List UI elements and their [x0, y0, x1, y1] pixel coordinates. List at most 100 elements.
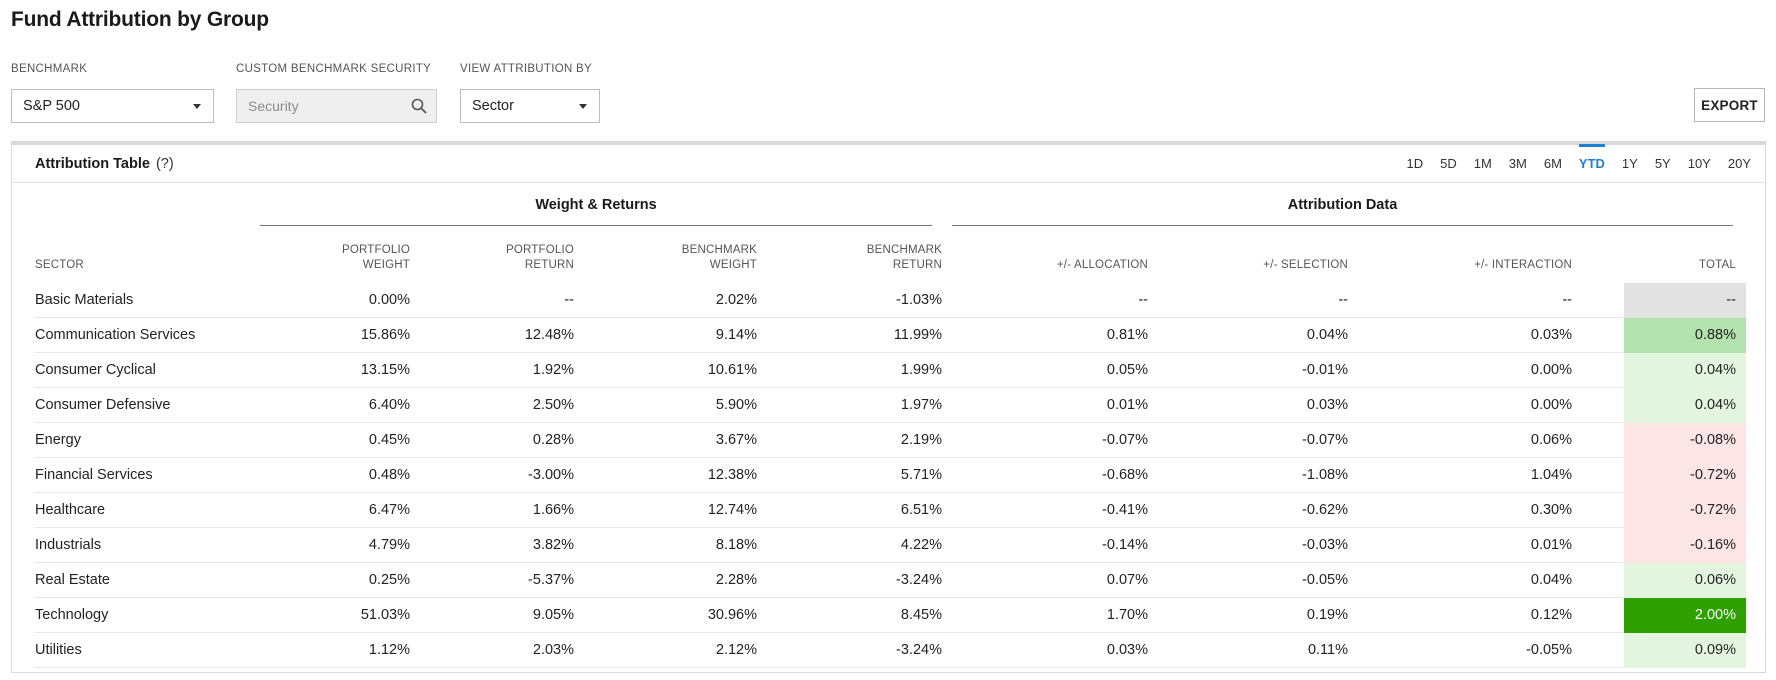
cell-benchmark-weight: 12.38% [707, 467, 757, 483]
cell-benchmark-return: -3.24% [896, 642, 942, 658]
cell-selection: -0.03% [1302, 537, 1348, 553]
period-tab-1d[interactable]: 1D [1406, 156, 1424, 171]
cell-interaction: 0.03% [1530, 327, 1572, 343]
cell-benchmark-return: 1.99% [900, 362, 942, 378]
benchmark-select-value: S&P 500 [23, 98, 80, 114]
cell-selection: -0.07% [1302, 432, 1348, 448]
group-attribution-data: Attribution Data [1287, 197, 1398, 213]
row-divider [35, 632, 1734, 633]
cell-interaction: -- [1562, 292, 1572, 308]
cell-benchmark-weight: 12.74% [707, 502, 757, 518]
custom-benchmark-label: CUSTOM BENCHMARK SECURITY [236, 63, 432, 75]
cell-portfolio-weight: 4.79% [368, 537, 410, 553]
table-row: Technology 51.03% 9.05% 30.96% 8.45% 1.70% 0.1… [12, 598, 1765, 633]
cell-benchmark-return: 11.99% [893, 327, 942, 343]
cell-portfolio-weight: 6.40% [368, 397, 410, 413]
colhead-allocation[interactable]: +/- ALLOCATION [1056, 259, 1148, 271]
cell-portfolio-return: 9.05% [532, 607, 574, 623]
cell-allocation: -0.14% [1102, 537, 1148, 553]
row-divider [35, 562, 1734, 563]
cell-interaction: -0.05% [1526, 642, 1572, 658]
cell-portfolio-weight: 0.45% [368, 432, 410, 448]
cell-allocation: 1.70% [1106, 607, 1148, 623]
cell-portfolio-weight: 15.86% [360, 327, 410, 343]
colhead-benchmark-weight[interactable]: BENCHMARK WEIGHT [681, 244, 757, 271]
period-tab-1y[interactable]: 1Y [1621, 156, 1638, 171]
period-tab-5d[interactable]: 5D [1440, 156, 1457, 171]
cell-portfolio-return: 12.48% [524, 327, 574, 343]
cell-selection: 0.11% [1307, 642, 1348, 658]
attribution-panel: Attribution Table (?) 1D 5D 1M 3M 6M YTD 1Y 5Y 1… [11, 141, 1766, 673]
period-tab-3m[interactable]: 3M [1508, 156, 1527, 171]
row-divider [35, 597, 1734, 598]
colhead-portfolio-return[interactable]: PORTFOLIO RETURN [505, 244, 574, 271]
cell-sector: Technology [35, 607, 109, 623]
table-row: Energy 0.45% 0.28% 3.67% 2.19% -0.07% -0.07% 0.… [12, 423, 1765, 458]
group-rule-weight [260, 225, 932, 226]
caret-down-icon [193, 104, 201, 109]
cell-allocation: 0.05% [1106, 362, 1148, 378]
period-tab-ytd[interactable]: YTD [1571, 144, 1613, 183]
cell-benchmark-weight: 2.12% [715, 642, 757, 658]
cell-selection: 0.19% [1306, 607, 1348, 623]
colhead-total[interactable]: TOTAL [1699, 259, 1736, 271]
period-tab-5y[interactable]: 5Y [1654, 156, 1671, 171]
cell-selection: -- [1338, 292, 1348, 308]
row-divider [35, 422, 1734, 423]
cell-sector: Consumer Defensive [35, 397, 171, 413]
cell-total: 0.09% [1624, 633, 1746, 668]
cell-portfolio-weight: 1.12% [368, 642, 410, 658]
cell-portfolio-return: 1.66% [532, 502, 574, 518]
cell-benchmark-return: -3.24% [896, 572, 942, 588]
cell-benchmark-weight: 9.14% [715, 327, 757, 343]
period-tab-6m[interactable]: 6M [1543, 156, 1562, 171]
period-tab-10y[interactable]: 10Y [1687, 156, 1711, 171]
row-divider [35, 527, 1734, 528]
cell-selection: -0.01% [1302, 362, 1348, 378]
colhead-portfolio-weight[interactable]: PORTFOLIO WEIGHT [341, 244, 410, 271]
cell-sector: Utilities [35, 642, 82, 658]
cell-portfolio-return: -5.37% [528, 572, 574, 588]
row-divider [35, 457, 1734, 458]
table-row: Real Estate 0.25% -5.37% 2.28% -3.24% 0.07% -0… [12, 563, 1765, 598]
group-weight-returns: Weight & Returns [535, 197, 657, 213]
cell-benchmark-return: 2.19% [900, 432, 942, 448]
row-divider [35, 667, 1734, 668]
cell-allocation: -0.41% [1102, 502, 1148, 518]
help-icon[interactable]: (?) [155, 156, 174, 172]
benchmark-select[interactable]: S&P 500 [11, 89, 214, 123]
cell-benchmark-weight: 8.18% [715, 537, 757, 553]
period-tab-1m[interactable]: 1M [1473, 156, 1492, 171]
cell-allocation: 0.01% [1106, 397, 1148, 413]
period-tab-20y[interactable]: 20Y [1727, 156, 1751, 171]
view-attribution-select[interactable]: Sector [460, 89, 600, 123]
export-button[interactable]: EXPORT [1694, 88, 1765, 122]
cell-selection: -0.05% [1302, 572, 1348, 588]
cell-portfolio-weight: 0.48% [368, 467, 410, 483]
colhead-interaction[interactable]: +/- INTERACTION [1474, 259, 1572, 271]
cell-sector: Healthcare [35, 502, 106, 518]
cell-benchmark-return: 6.51% [900, 502, 942, 518]
cell-portfolio-return: 2.50% [532, 397, 574, 413]
colhead-benchmark-return[interactable]: BENCHMARK RETURN [866, 244, 942, 271]
cell-selection: 0.04% [1306, 327, 1348, 343]
colhead-selection[interactable]: +/- SELECTION [1263, 259, 1348, 271]
cell-sector: Energy [35, 432, 81, 448]
custom-benchmark-input[interactable] [248, 98, 398, 114]
search-icon[interactable] [411, 98, 427, 114]
table-row: Industrials 4.79% 3.82% 8.18% 4.22% -0.14% -0.… [12, 528, 1765, 563]
cell-sector: Basic Materials [35, 292, 134, 308]
cell-total: -- [1624, 283, 1746, 318]
cell-allocation: 0.81% [1106, 327, 1148, 343]
row-divider [35, 352, 1734, 353]
colhead-sector[interactable]: SECTOR [35, 259, 84, 271]
cell-portfolio-return: 0.28% [532, 432, 574, 448]
table-row: Utilities 1.12% 2.03% 2.12% -3.24% 0.03% 0.11%… [12, 633, 1765, 668]
cell-interaction: 0.06% [1530, 432, 1572, 448]
cell-portfolio-return: -3.00% [528, 467, 574, 483]
benchmark-label: BENCHMARK [11, 63, 88, 75]
cell-selection: 0.03% [1306, 397, 1348, 413]
cell-benchmark-return: 8.45% [900, 607, 942, 623]
cell-total: 0.04% [1624, 388, 1746, 423]
cell-total: -0.16% [1624, 528, 1746, 563]
